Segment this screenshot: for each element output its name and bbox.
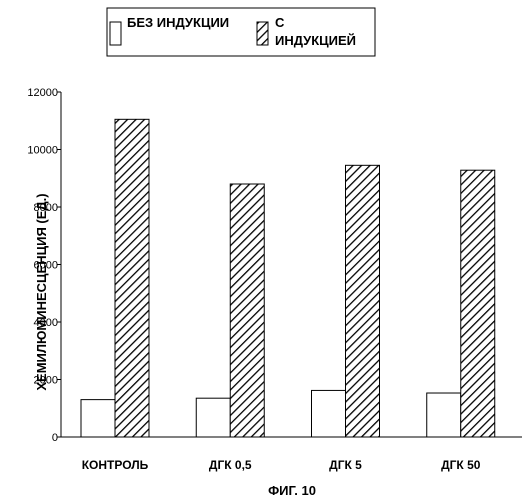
bar-with-induction-1 xyxy=(115,119,149,437)
y-tick-label: 6000 xyxy=(34,260,58,272)
legend-label-without-induction: БЕЗ ИНДУКЦИИ xyxy=(127,15,229,30)
legend-label-with-induction-line2: ИНДУКЦИЕЙ xyxy=(275,33,356,48)
legend: БЕЗ ИНДУКЦИИ С ИНДУКЦИЕЙ xyxy=(107,8,375,56)
legend-swatch-with-induction xyxy=(257,22,268,45)
y-tick-label: 0 xyxy=(52,432,58,444)
x-tick-labels: КОНТРОЛЬ ДГК 0,5 ДГК 5 ДГК 50 xyxy=(82,458,481,472)
bar-with-induction-2 xyxy=(230,184,264,437)
bar-without-induction-3 xyxy=(312,390,346,437)
y-tick-label: 2000 xyxy=(34,375,58,387)
bar-without-induction-4 xyxy=(427,393,461,437)
y-axis-label: ХЕМИЛЮМИНЕСЦЕНЦИЯ (ЕД.) xyxy=(34,193,49,390)
y-tick-label: 12000 xyxy=(27,87,58,99)
bars xyxy=(81,119,495,437)
legend-swatch-without-induction xyxy=(110,22,121,45)
x-tick-label: КОНТРОЛЬ xyxy=(82,458,149,472)
figure-caption: ФИГ. 10 xyxy=(268,483,316,498)
bar-without-induction-1 xyxy=(81,400,115,437)
bar-with-induction-3 xyxy=(346,165,380,437)
x-tick-label: ДГК 50 xyxy=(441,458,481,472)
y-tick-label: 10000 xyxy=(27,145,58,157)
x-tick-label: ДГК 0,5 xyxy=(209,458,252,472)
y-tick-label: 4000 xyxy=(34,317,58,329)
legend-label-with-induction-line1: С xyxy=(275,15,285,30)
y-tick-label: 8000 xyxy=(34,202,58,214)
bar-without-induction-2 xyxy=(196,398,230,437)
bar-with-induction-4 xyxy=(461,170,495,437)
x-tick-label: ДГК 5 xyxy=(329,458,362,472)
